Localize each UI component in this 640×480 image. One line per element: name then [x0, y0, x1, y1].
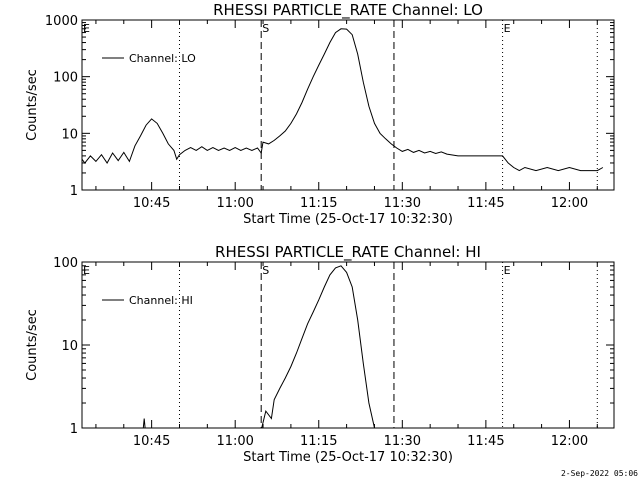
event-marker-label: E: [83, 22, 90, 35]
x-tick-label: 11:00: [216, 196, 253, 211]
x-tick-label: 11:45: [467, 434, 504, 449]
event-marker-label: E: [504, 22, 511, 35]
y-tick-label: 10: [61, 339, 78, 354]
x-tick-label: 11:15: [300, 434, 337, 449]
y-tick-label: 100: [53, 256, 78, 271]
x-tick-label: 11:00: [216, 434, 253, 449]
legend-entry: Channel: LO: [129, 52, 196, 65]
event-marker-label: E: [83, 264, 90, 277]
y-tick-label: 100: [53, 71, 78, 86]
x-axis-label: Start Time (25-Oct-17 10:32:30): [243, 212, 453, 227]
legend-entry: Channel: HI: [129, 294, 193, 307]
y-tick-label: 10: [61, 127, 78, 142]
x-tick-label: 10:45: [133, 434, 170, 449]
plot-frame: [81, 261, 615, 429]
footer-timestamp: 2-Sep-2022 05:06: [560, 469, 638, 478]
chart-panel-1: RHESSI PARTICLE_RATE Channel: LO 10:45 11:…: [25, 1, 615, 227]
x-tick-label: 11:15: [300, 196, 337, 211]
y-tick-label: 1: [70, 422, 78, 437]
data-series-line: [142, 418, 146, 429]
x-tick-label: 12:00: [551, 434, 588, 449]
data-series-line: [81, 28, 604, 172]
event-marker-label: S: [262, 264, 269, 277]
data-series-line: [261, 265, 375, 429]
chart-panel-2: RHESSI PARTICLE_RATE Channel: HI 10:45 11:…: [25, 243, 615, 465]
y-tick-label: 1: [70, 184, 78, 199]
x-axis-label: Start Time (25-Oct-17 10:32:30): [243, 450, 453, 465]
plot-frame: [81, 19, 615, 191]
event-marker-label: E: [504, 264, 511, 277]
chart-title: RHESSI PARTICLE_RATE Channel: LO: [213, 1, 483, 20]
y-tick-label: 1000: [45, 14, 78, 29]
x-tick-label: 12:00: [551, 196, 588, 211]
y-axis-label: Counts/sec: [25, 309, 40, 381]
x-tick-label: 11:45: [467, 196, 504, 211]
chart-title: RHESSI PARTICLE_RATE Channel: HI: [215, 243, 481, 262]
event-marker-label: S: [262, 22, 269, 35]
y-axis-label: Counts/sec: [25, 69, 40, 141]
x-tick-label: 10:45: [133, 196, 170, 211]
x-tick-label: 11:30: [384, 434, 421, 449]
x-tick-label: 11:30: [384, 196, 421, 211]
